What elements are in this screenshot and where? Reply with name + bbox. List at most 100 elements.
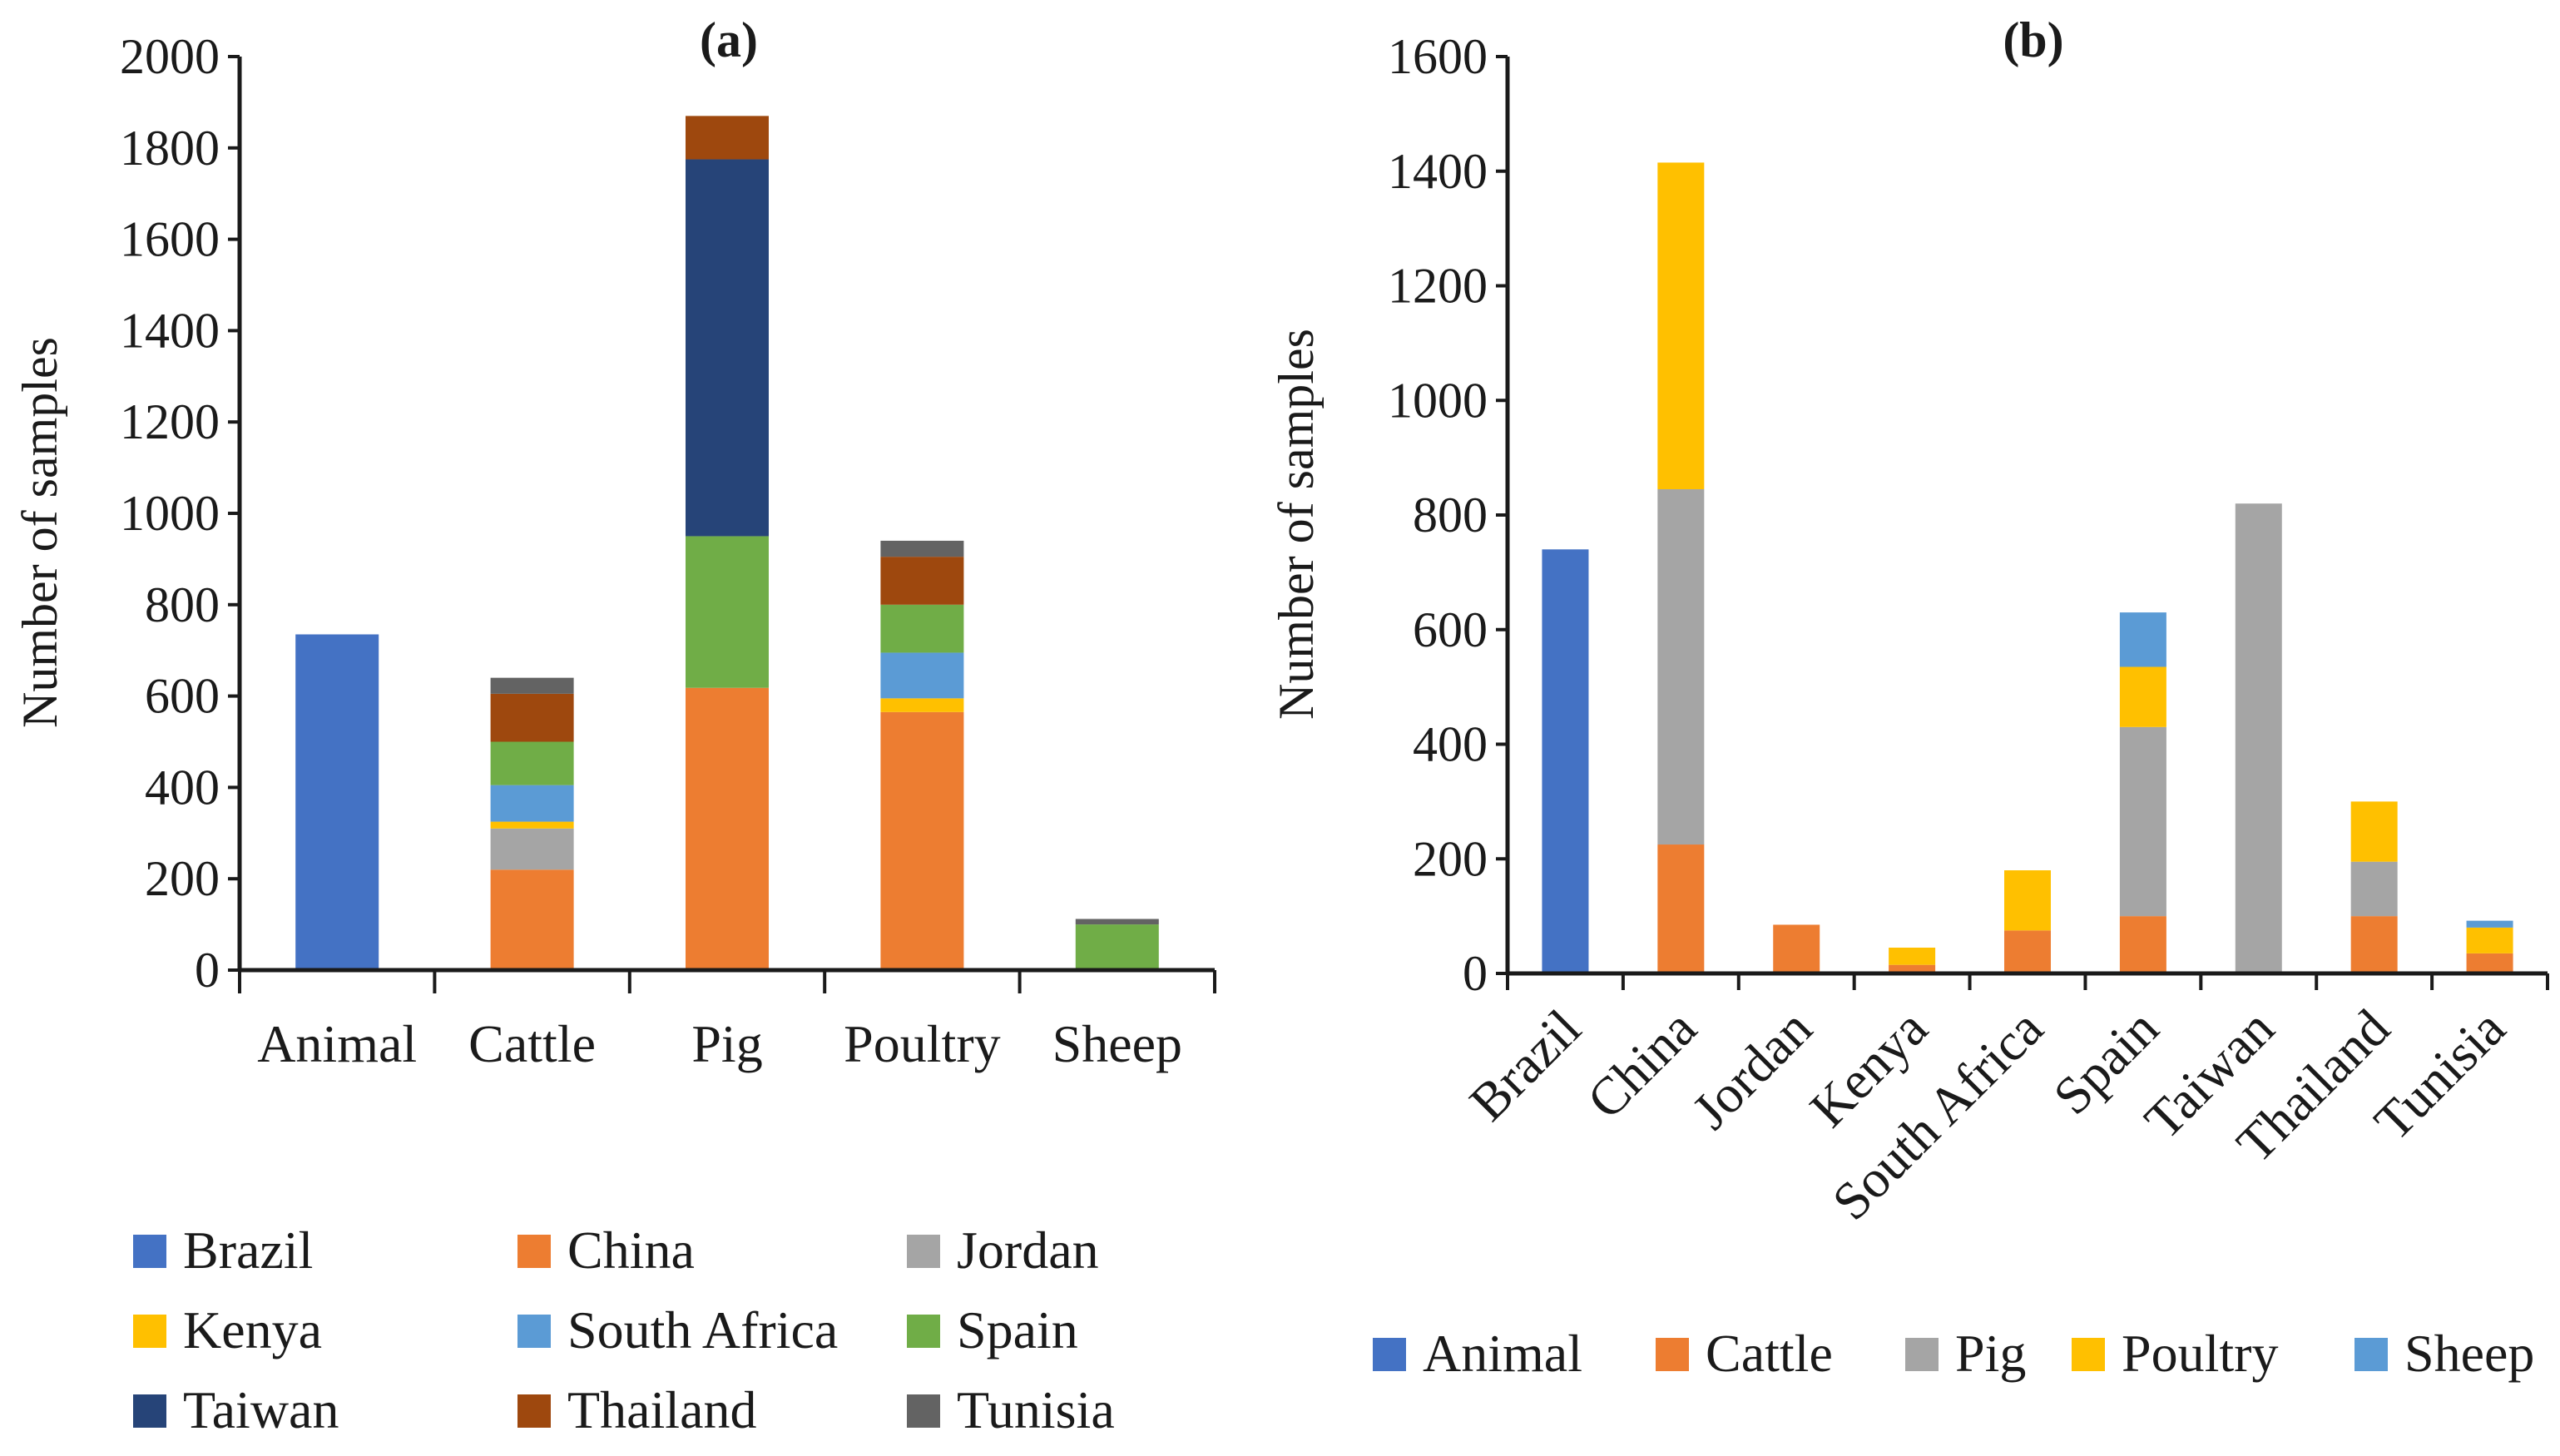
panel-a-legend-label: South Africa — [567, 1300, 838, 1359]
panel-b-category-label: Brazil — [1458, 998, 1592, 1132]
panel-a-bar-cattle-china — [490, 869, 574, 970]
panel-b-bar-tunisia-cattle — [2466, 953, 2513, 973]
panel-a-bar-sheep-spain — [1075, 924, 1159, 970]
panel-b-y-tick-label: 200 — [1413, 831, 1488, 886]
panel-b-legend-swatch-poultry — [2072, 1338, 2105, 1371]
panel-a-legend-label: Thailand — [567, 1380, 756, 1439]
panel-b-bar-china-poultry — [1657, 162, 1705, 490]
panel-b-bar-thailand-pig — [2350, 861, 2398, 917]
panel-a-bar-pig-thailand — [686, 116, 769, 160]
panel-a-legend-label: Spain — [957, 1300, 1078, 1359]
panel-a-category-label: Cattle — [468, 1014, 596, 1073]
panel-b-y-tick-label: 800 — [1413, 488, 1488, 542]
panel-a-y-axis-label: Number of samples — [12, 337, 67, 728]
panel-a-bar-poultry-south-africa — [880, 652, 964, 699]
panel-a-legend-swatch-taiwan — [133, 1394, 166, 1428]
panel-a-bar-poultry-china — [880, 711, 964, 970]
panel-b-y-axis-label: Number of samples — [1269, 329, 1324, 720]
panel-a-y-tick-label: 400 — [145, 760, 220, 815]
panel-b-bar-tunisia-sheep — [2466, 920, 2513, 928]
panel-a-bar-pig-taiwan — [686, 159, 769, 537]
panel-a-bar-cattle-spain — [490, 741, 574, 785]
panel-a-bar-animal-brazil — [295, 634, 379, 970]
panel-b-bar-south-africa-poultry — [2004, 870, 2051, 931]
panel-a-bar-cattle-kenya — [490, 821, 574, 829]
panel-b-legend-label: Poultry — [2122, 1324, 2278, 1383]
panel-a-legend-swatch-tunisia — [907, 1394, 940, 1428]
panel-b-bar-china-cattle — [1657, 844, 1705, 973]
panel-b-stacked-bar-by-country: (b) Number of samples 0 200 400 600 800 1000 1… — [1269, 12, 2549, 1383]
panel-a-legend-label: Kenya — [183, 1300, 322, 1359]
panel-b-title: (b) — [2003, 12, 2063, 67]
panel-a-legend-label: China — [567, 1221, 695, 1280]
panel-b-bar-kenya-cattle — [1889, 964, 1936, 973]
panel-b-legend-label: Pig — [1955, 1324, 2026, 1383]
panel-b-bar-brazil-animal — [1542, 549, 1589, 973]
panel-a-bar-pig-spain — [686, 536, 769, 688]
panel-b-y-tick-label: 1400 — [1388, 144, 1488, 199]
panel-a-y-tick-label: 1600 — [120, 212, 220, 267]
panel-b-y-tick-label: 400 — [1413, 717, 1488, 772]
panel-a-category-label: Sheep — [1052, 1014, 1182, 1073]
panel-a-category-label: Animal — [257, 1014, 417, 1073]
panel-a-title: (a) — [700, 12, 758, 67]
panel-b-y-tick-label: 600 — [1413, 602, 1488, 657]
panel-a-bar-cattle-south-africa — [490, 785, 574, 822]
panel-a-y-tick-label: 600 — [145, 669, 220, 724]
panel-b-y-tick-label: 1600 — [1388, 29, 1488, 84]
panel-a-y-tick-label: 800 — [145, 577, 220, 632]
panel-b-bar-taiwan-pig — [2235, 503, 2282, 973]
panel-a-y-tick-label: 200 — [145, 851, 220, 906]
panel-a-bar-cattle-jordan — [490, 828, 574, 870]
panel-b-bar-spain-poultry — [2119, 666, 2166, 727]
panel-a-bar-poultry-kenya — [880, 698, 964, 712]
panel-a-y-tick-label: 1800 — [120, 121, 220, 176]
panel-a-bar-poultry-thailand — [880, 557, 964, 605]
panel-a-bar-pig-china — [686, 687, 769, 970]
panel-b-legend-label: Animal — [1423, 1324, 1582, 1383]
panel-a-legend-swatch-jordan — [907, 1235, 940, 1268]
panel-a-stacked-bar-by-animal: (a) Number of samples 0 200 400 600 800 1000 1… — [12, 12, 1216, 1439]
panel-b-bar-spain-cattle — [2119, 916, 2166, 973]
panel-b-bar-kenya-poultry — [1889, 948, 1936, 965]
panel-b-bar-spain-sheep — [2119, 612, 2166, 667]
panel-a-legend-swatch-south-africa — [517, 1315, 551, 1348]
panel-b-legend-swatch-pig — [1905, 1338, 1939, 1371]
panel-a-bar-cattle-tunisia — [490, 677, 574, 694]
panel-a-legend-swatch-thailand — [517, 1394, 551, 1428]
panel-b-legend-swatch-cattle — [1656, 1338, 1689, 1371]
panel-a-legend-label: Brazil — [183, 1221, 313, 1280]
panel-b-legend-label: Cattle — [1706, 1324, 1833, 1383]
panel-b-category-label: China — [1576, 998, 1707, 1130]
panel-a-category-label: Poultry — [844, 1014, 1000, 1073]
panel-a-legend-label: Jordan — [957, 1221, 1099, 1280]
panel-a-legend-swatch-spain — [907, 1315, 940, 1348]
panel-a-bar-poultry-tunisia — [880, 540, 964, 557]
panel-a-bar-cattle-thailand — [490, 693, 574, 742]
panel-a-legend-swatch-brazil — [133, 1235, 166, 1268]
panel-a-y-tick-label: 1200 — [120, 394, 220, 449]
panel-a-bar-sheep-tunisia — [1075, 919, 1159, 925]
panel-b-y-tick-label: 1000 — [1388, 373, 1488, 428]
panel-b-y-tick-label: 1200 — [1388, 259, 1488, 314]
panel-a-legend-swatch-kenya — [133, 1315, 166, 1348]
panel-a-legend-label: Tunisia — [957, 1380, 1115, 1439]
panel-a-legend-swatch-china — [517, 1235, 551, 1268]
panel-a-bar-poultry-spain — [880, 604, 964, 653]
panel-b-legend-label: Sheep — [2404, 1324, 2534, 1383]
panel-b-bar-thailand-poultry — [2350, 801, 2398, 862]
panel-b-bar-tunisia-poultry — [2466, 927, 2513, 953]
panel-a-legend-label: Taiwan — [183, 1380, 339, 1439]
panel-b-bar-thailand-cattle — [2350, 916, 2398, 973]
panel-b-bar-jordan-cattle — [1773, 924, 1820, 973]
panel-a-y-tick-label: 2000 — [120, 29, 220, 84]
panel-b-bar-south-africa-cattle — [2004, 930, 2051, 973]
panel-a-y-tick-label: 1400 — [120, 303, 220, 358]
panel-b-category-label: Tunisia — [2363, 998, 2516, 1151]
panel-b-bar-china-pig — [1657, 489, 1705, 845]
panel-a-y-tick-label: 0 — [195, 943, 220, 998]
panel-b-bar-spain-pig — [2119, 726, 2166, 917]
panel-b-category-label: Jordan — [1681, 998, 1823, 1141]
panel-a-category-label: Pig — [691, 1014, 762, 1073]
